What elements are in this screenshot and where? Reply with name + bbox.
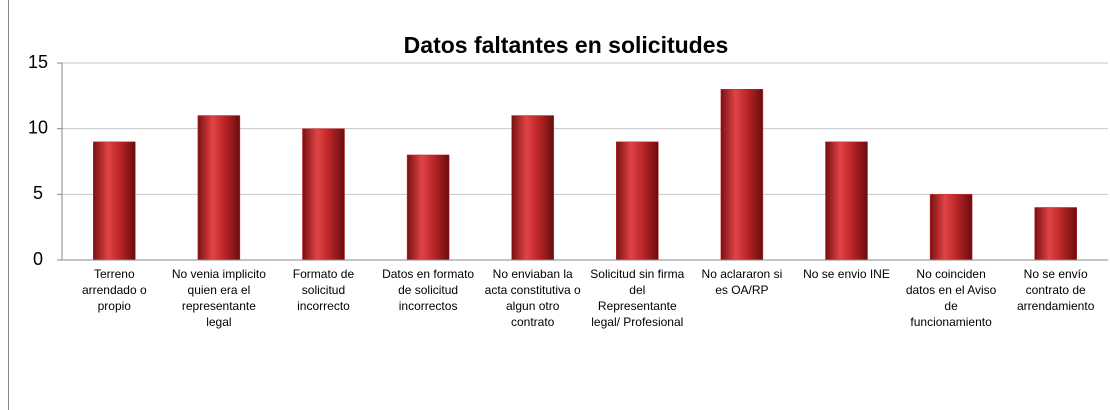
bar — [511, 115, 554, 261]
bar — [406, 154, 450, 261]
bar — [1034, 207, 1077, 261]
x-tick-label: Terreno arrendado o propio — [81, 267, 147, 313]
chart-title: Datos faltantes en solicitudes — [404, 32, 729, 58]
y-tick-label: 10 — [28, 117, 48, 137]
bar — [93, 141, 136, 261]
x-tick-label: No se envio INE — [803, 267, 890, 281]
bar — [720, 89, 764, 261]
bar — [616, 141, 659, 261]
x-tick-label: No se envío contrato de arrendamiento — [1016, 267, 1095, 313]
x-tick-label: No venia implicito quien era el represen… — [171, 267, 266, 329]
x-tick-label: No aclararon si es OA/RP — [701, 267, 783, 297]
x-tick-label: No enviaban la acta constitutiva o algun… — [484, 267, 581, 329]
y-tick-label: 15 — [28, 52, 48, 72]
bar — [929, 194, 973, 261]
bar — [302, 128, 345, 261]
chart-border — [8, 0, 9, 410]
y-tick-label: 0 — [33, 249, 43, 269]
y-tick-label: 5 — [33, 183, 43, 203]
bar — [825, 141, 868, 261]
bar — [197, 115, 241, 261]
x-tick-label: Datos en formato de solicitud incorrecto… — [382, 267, 475, 313]
x-tick-label: No coinciden datos en el Aviso de funcio… — [905, 267, 997, 329]
x-tick-label: Formato de solicitud incorrecto — [292, 267, 355, 313]
x-tick-label: Solicitud sin firma del Representante le… — [590, 267, 685, 329]
